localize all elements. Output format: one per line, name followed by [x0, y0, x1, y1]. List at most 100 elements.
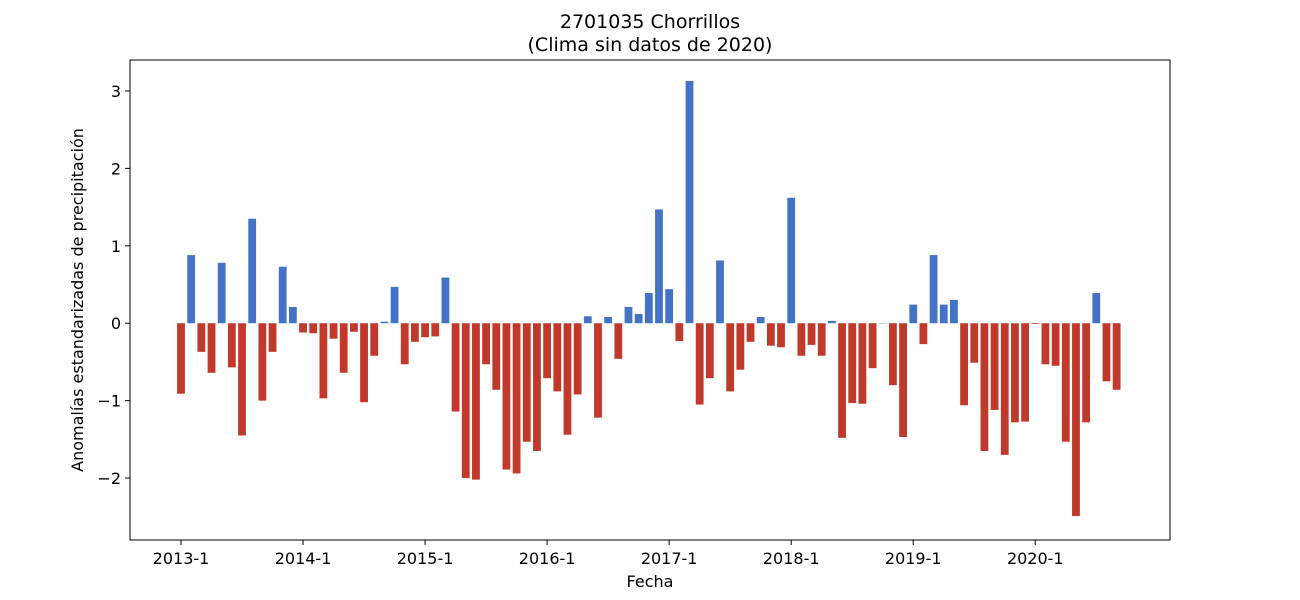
bar	[360, 323, 368, 403]
bar	[248, 218, 257, 324]
bar	[655, 209, 663, 324]
x-axis-label: Fecha	[627, 572, 674, 591]
bar	[177, 323, 185, 394]
x-tick-label: 2019-1	[885, 549, 942, 568]
bar	[766, 323, 775, 346]
bar	[919, 323, 928, 345]
bar	[461, 323, 470, 479]
bar	[502, 323, 511, 470]
bar	[227, 323, 236, 368]
bar	[817, 323, 826, 356]
chart-subtitle: (Clima sin datos de 2020)	[528, 34, 773, 56]
bar	[278, 266, 287, 324]
bar	[512, 323, 521, 474]
bar	[431, 323, 440, 337]
x-tick-label: 2014-1	[275, 549, 332, 568]
bar	[665, 289, 674, 324]
bar	[634, 313, 643, 324]
bar	[1082, 323, 1091, 423]
bar	[1051, 323, 1060, 366]
x-tick-label: 2020-1	[1007, 549, 1064, 568]
bar	[1031, 323, 1040, 324]
y-tick-label: 3	[111, 82, 121, 101]
bar	[482, 323, 490, 365]
bar	[848, 323, 857, 403]
bar	[339, 323, 348, 373]
bar	[716, 260, 724, 324]
bar	[1092, 293, 1101, 324]
bar	[207, 323, 216, 373]
bar	[614, 323, 623, 359]
y-tick-label: 0	[111, 314, 121, 333]
bar	[705, 323, 714, 379]
bar	[187, 255, 196, 324]
bar	[349, 323, 358, 332]
bar	[695, 323, 704, 405]
bar	[980, 323, 989, 451]
bar	[217, 262, 226, 324]
bar	[624, 306, 633, 324]
bar	[411, 323, 419, 342]
bar	[573, 323, 582, 395]
bar	[950, 300, 958, 324]
bar	[746, 323, 755, 342]
bar	[522, 323, 531, 442]
bar	[939, 304, 948, 324]
x-tick-label: 2017-1	[641, 549, 698, 568]
bar	[258, 323, 267, 401]
bar	[563, 323, 572, 435]
bar	[400, 323, 409, 365]
bar	[1011, 323, 1019, 423]
bar	[787, 197, 796, 324]
bar	[492, 323, 501, 390]
bar	[1000, 323, 1009, 455]
bar	[990, 323, 999, 410]
bar	[472, 323, 480, 480]
bar	[868, 323, 877, 369]
bar	[583, 316, 592, 324]
bar	[675, 323, 684, 342]
bar	[807, 323, 816, 345]
bar	[451, 323, 460, 412]
bar	[197, 323, 206, 352]
bar	[553, 323, 562, 392]
bar	[288, 306, 297, 324]
bar	[685, 80, 694, 324]
bar	[1021, 323, 1030, 422]
bar	[970, 323, 979, 363]
bar	[238, 323, 246, 436]
y-tick-label: −1	[97, 392, 121, 411]
bar	[604, 317, 613, 324]
bar	[319, 323, 328, 399]
y-tick-label: 2	[111, 159, 121, 178]
bar	[827, 320, 836, 324]
bar	[594, 323, 602, 418]
bar	[441, 277, 450, 324]
y-tick-label: 1	[111, 237, 121, 256]
bar	[756, 317, 765, 324]
bar	[736, 323, 745, 370]
bar	[1061, 323, 1070, 442]
bar	[838, 323, 846, 438]
bar	[390, 286, 399, 324]
bar	[1041, 323, 1050, 365]
x-tick-label: 2015-1	[397, 549, 454, 568]
x-tick-label: 2013-1	[153, 549, 210, 568]
x-tick-label: 2018-1	[763, 549, 820, 568]
bar	[370, 323, 379, 356]
bar	[1102, 323, 1111, 382]
plot-frame	[129, 59, 1171, 541]
bar	[909, 304, 918, 324]
bar	[543, 323, 552, 379]
bar	[329, 323, 338, 339]
bar	[929, 255, 938, 324]
bar	[1072, 323, 1080, 516]
bar	[299, 323, 307, 333]
bars-group	[177, 80, 1121, 516]
bar	[777, 323, 785, 348]
bar	[797, 323, 806, 356]
bar	[726, 323, 735, 392]
bar	[421, 323, 429, 338]
bar	[644, 293, 653, 324]
